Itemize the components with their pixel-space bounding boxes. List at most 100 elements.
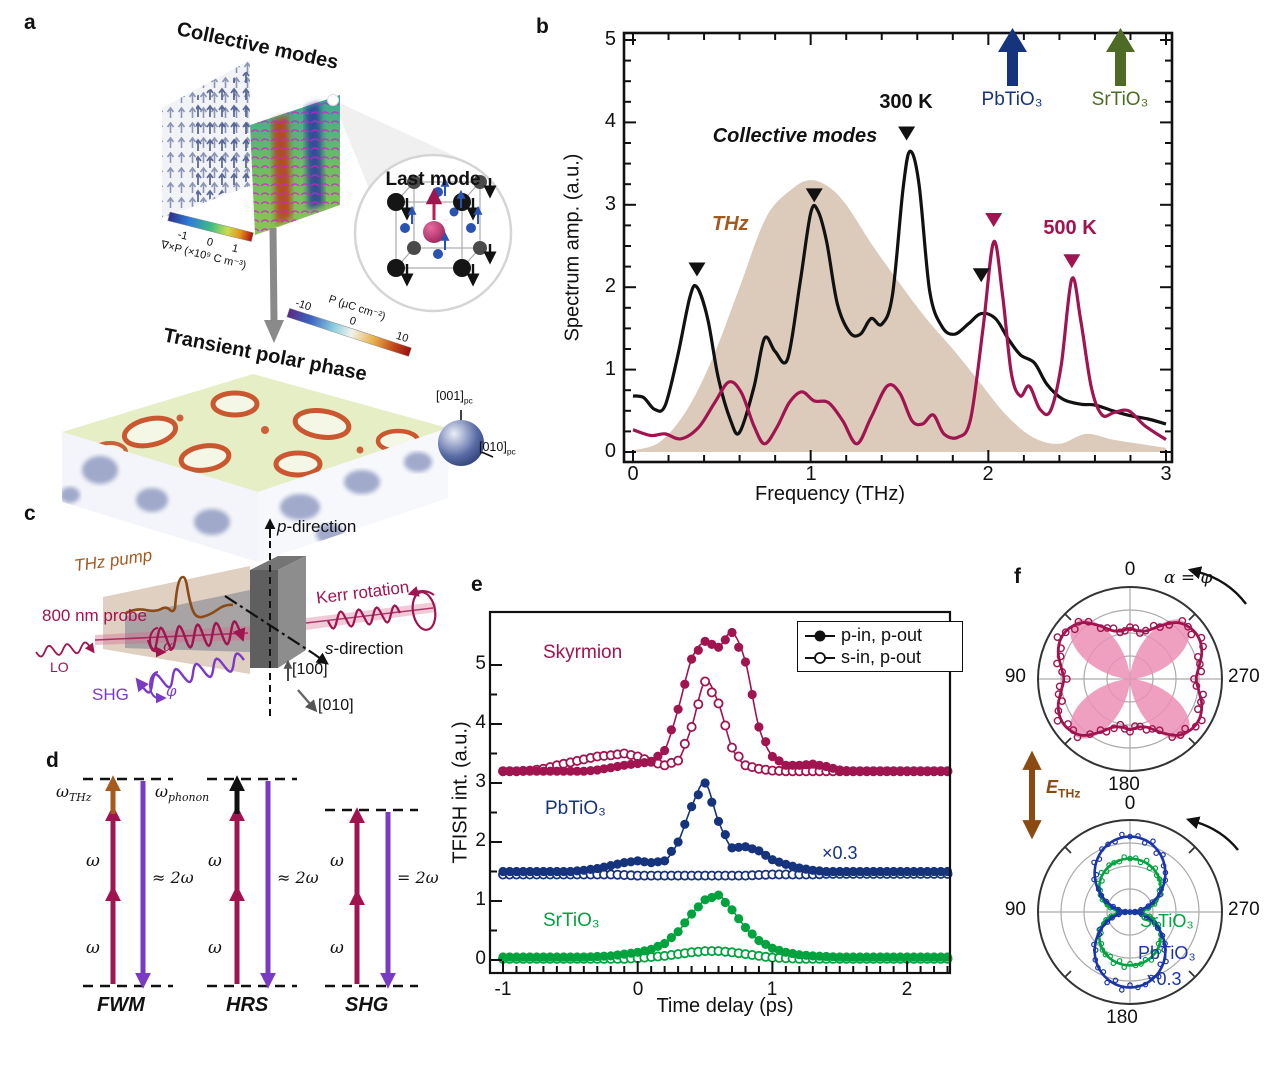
polar-data-point xyxy=(1121,627,1129,635)
e-ytick-1: 1 xyxy=(475,889,486,910)
polar-data-point xyxy=(1150,949,1156,955)
omega-thz-label: ωTHz xyxy=(56,782,92,805)
data-point-filled xyxy=(720,897,730,908)
e-xtick-1: 1 xyxy=(766,979,778,1000)
hrs-2omega-label: ≈ 2ω xyxy=(277,868,319,887)
polar-data-point xyxy=(1110,903,1116,910)
polar-data-point xyxy=(1150,838,1156,845)
legend-row-s-in: s-in, p-out xyxy=(804,647,956,668)
polar-data-point xyxy=(1102,951,1109,958)
polar-data-point xyxy=(1092,956,1099,963)
spectrum-curves xyxy=(632,126,1167,453)
ethz-label: ETHz xyxy=(1046,777,1081,801)
polar-data-point xyxy=(1142,981,1149,988)
data-point-filled xyxy=(660,856,670,866)
polar-data-point xyxy=(1096,726,1105,734)
polar-data-point xyxy=(1099,846,1105,852)
tfish-x-axis-label: Time delay (ps) xyxy=(656,995,794,1017)
b-ytick-2: 2 xyxy=(604,275,616,297)
polar-data-point xyxy=(1136,722,1145,731)
thz-annotation: THz xyxy=(712,213,749,235)
polar-data-point xyxy=(1143,914,1150,921)
polar-data-point xyxy=(1116,720,1125,729)
last-mode-inset xyxy=(353,153,513,313)
alpha-rotation-loop xyxy=(149,627,167,658)
polar-data-point xyxy=(1091,859,1097,866)
b-xtick-2: 2 xyxy=(982,463,994,485)
polar-data-point xyxy=(1155,940,1162,947)
polar-data-point xyxy=(1111,859,1117,866)
scale-factor-label: ×0.3 xyxy=(822,843,858,863)
polar-data-point xyxy=(1127,855,1133,862)
polar-data-point xyxy=(1055,682,1064,691)
polar-data-point xyxy=(1160,851,1166,858)
polar-data-point xyxy=(1119,987,1125,993)
slab-front-right-domains xyxy=(280,452,432,544)
peak-marker-icon xyxy=(898,126,916,141)
polar-data-point xyxy=(1119,831,1125,838)
polar-bottom-rotation-arrow xyxy=(1185,816,1239,851)
polar-data-point xyxy=(1116,628,1125,637)
data-point-filled xyxy=(687,802,697,812)
curl-colorbar: -1 0 1 ∇×P (×10⁹ C m⁻³) xyxy=(159,211,254,272)
polar-data-point xyxy=(1142,726,1151,734)
slab-front-left-domains xyxy=(62,456,230,535)
curl-colorbar-tick-pos: 1 xyxy=(231,242,240,255)
shg-title: SHG xyxy=(345,994,389,1016)
data-point-filled xyxy=(740,657,751,667)
data-point-open xyxy=(720,720,731,731)
polar-data-point xyxy=(1084,617,1093,626)
shg-omega-2: ω xyxy=(330,938,344,958)
polar-data-point xyxy=(1162,940,1168,947)
data-point-open xyxy=(713,698,724,709)
data-point-filled xyxy=(660,745,670,756)
polar-data-point xyxy=(1157,891,1163,898)
data-point-open xyxy=(693,699,704,710)
fwm-omega-2: ω xyxy=(86,938,100,958)
e-ytick-2: 2 xyxy=(475,830,486,851)
a-site-atom-back xyxy=(473,241,487,255)
b-ytick-3: 3 xyxy=(604,193,616,215)
hrs-omega-2: ω xyxy=(208,938,222,958)
unit-cell xyxy=(387,175,497,287)
omega-phonon-label: ωphonon xyxy=(155,782,210,805)
spectrum-x-axis-label: Frequency (THz) xyxy=(754,483,906,505)
data-point-filled xyxy=(707,797,717,807)
e-ytick-3: 3 xyxy=(475,771,486,792)
curl-colorbar-tick-zero: 0 xyxy=(205,236,214,249)
polarization-slice xyxy=(250,94,340,235)
polar-data-point xyxy=(1104,979,1110,986)
polar-data-point xyxy=(1155,726,1164,735)
f-srtio3-label: SrTiO₃ xyxy=(1140,911,1194,931)
oxygen-atom xyxy=(400,223,410,233)
omega-up-arrows xyxy=(104,805,366,984)
hrs-omega-1: ω xyxy=(208,851,222,871)
polar-data-point xyxy=(1105,841,1111,848)
p-direction-label: p-direction xyxy=(277,517,357,536)
b-ytick-5: 5 xyxy=(604,28,616,50)
collective-modes-annotation: Collective modes xyxy=(712,125,878,147)
b-ytick-4: 4 xyxy=(604,110,616,132)
polar-data-point xyxy=(1112,977,1119,984)
miller-100-label: [100] xyxy=(292,661,328,678)
kerr-rotation-ellipse xyxy=(411,591,437,631)
resonance-arrows xyxy=(998,28,1135,86)
polar-data-point xyxy=(1053,716,1062,725)
data-point-filled xyxy=(646,757,656,767)
polar-data-point xyxy=(1106,862,1112,868)
legend-row-p-in: p-in, p-out xyxy=(804,625,956,646)
pbtio3-resonance-label: PbTiO₃ xyxy=(981,89,1043,110)
polar-data-point xyxy=(1074,617,1083,626)
polar-data-point xyxy=(1132,962,1139,969)
a-site-atom-back xyxy=(407,175,421,189)
polar-data-point xyxy=(1056,652,1065,661)
last-mode-title: Last mode xyxy=(385,169,481,190)
e-ytick-4: 4 xyxy=(475,712,486,733)
polar-data-point xyxy=(1158,886,1164,893)
polar-data-point xyxy=(1176,731,1185,739)
polar-data-point xyxy=(1137,859,1144,866)
two-omega-down-arrows xyxy=(134,781,397,989)
peak-marker-icon xyxy=(805,188,823,203)
polar-data-point xyxy=(1121,964,1128,971)
spectrum-y-axis-label: Spectrum amp. (a.u.) xyxy=(561,153,584,342)
